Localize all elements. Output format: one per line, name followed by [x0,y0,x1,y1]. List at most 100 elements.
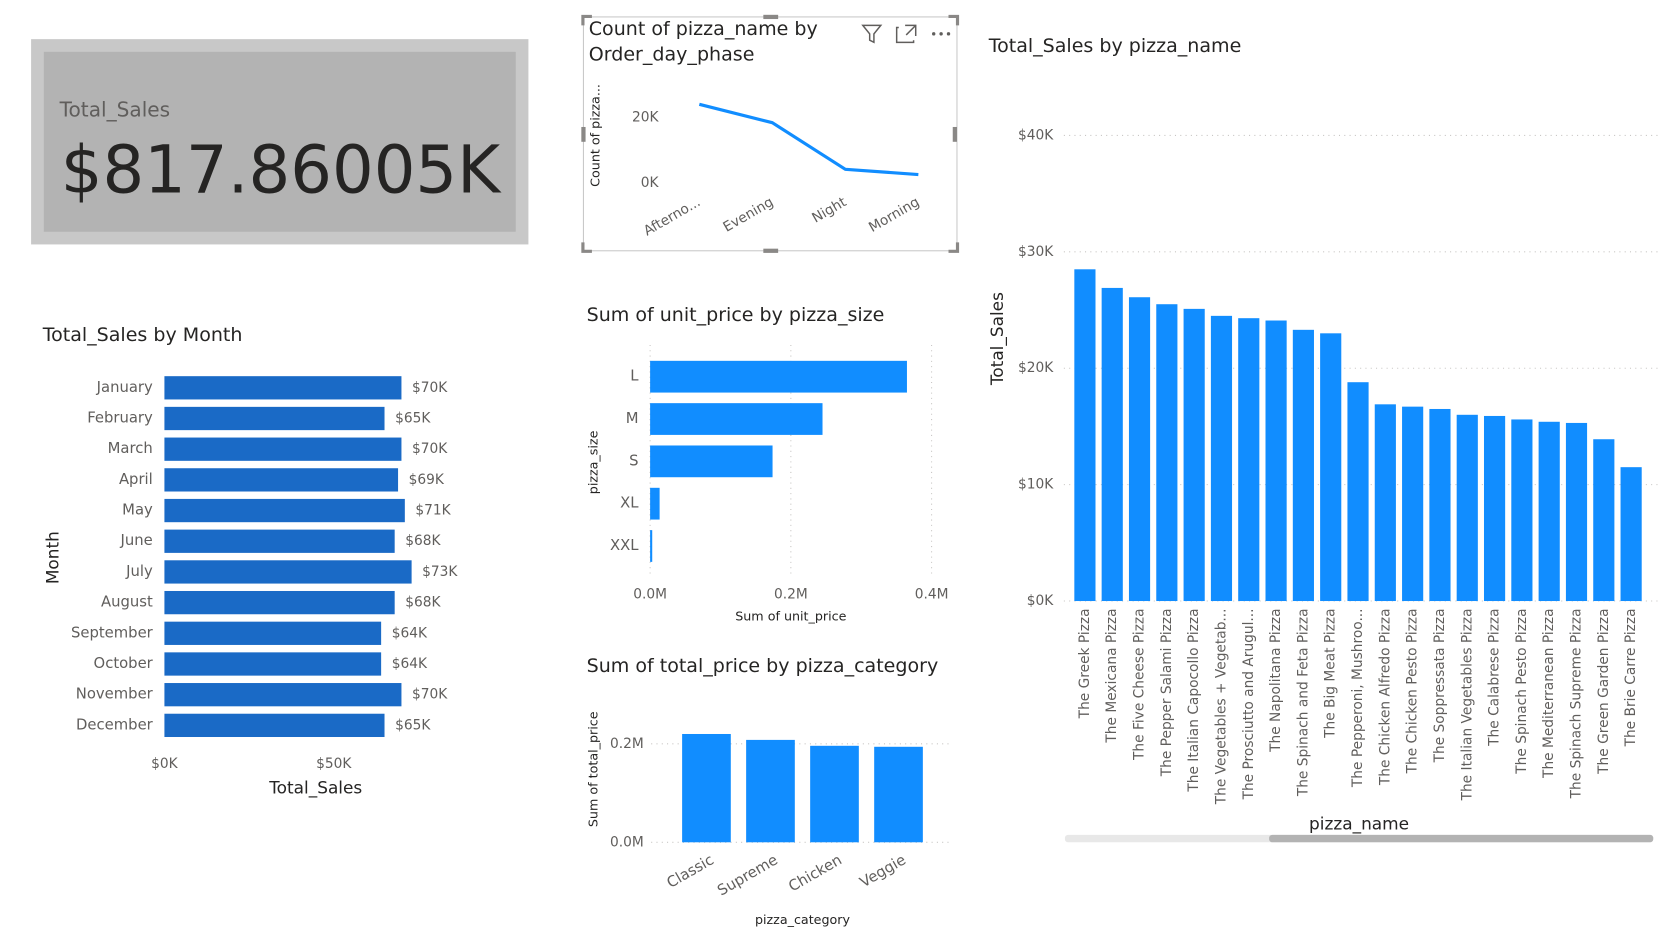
bar [1402,406,1424,602]
bar [1156,304,1178,602]
bar [1347,382,1369,602]
scrollbar-thumb[interactable] [1269,834,1654,843]
bar [650,445,773,478]
y-tick-label: July [125,563,153,580]
bar [1128,297,1151,602]
bar [164,590,395,615]
y-tick-label: $40K [1018,127,1054,143]
more-icon[interactable] [932,32,951,36]
x-tick-label: The Five Cheese Pizza [1132,608,1148,761]
y-tick-label: L [630,368,639,385]
bar [164,437,402,461]
y-tick-label: January [96,379,153,396]
bar [164,652,382,676]
x-tick-label: Night [809,194,850,227]
bar [1320,333,1342,602]
x-tick-label: 0.4M [915,587,949,603]
bar [1183,308,1205,602]
x-tick-label: The Big Meat Pizza [1323,608,1339,738]
bar [874,746,923,843]
y-tick-label: September [71,624,154,641]
x-tick-label: The Pepper Salami Pizza [1159,608,1175,777]
x-axis-label: Total_Sales [268,777,362,798]
y-tick-label: February [87,409,153,426]
x-tick-label: The Chicken Pesto Pizza [1405,608,1421,774]
y-tick-label: XL [620,495,639,512]
y-tick-label: $20K [1018,360,1054,376]
y-axis-label: Total_Sales [987,292,1008,386]
bar [1210,315,1233,602]
bar [1620,467,1642,602]
y-tick-label: August [101,594,153,611]
x-tick-label: Classic [664,851,717,891]
x-tick-label: 0.0M [633,587,667,603]
y-tick-label: $0K [1027,593,1054,609]
bar [164,498,405,523]
x-tick-label: The Italian Capocollo Pizza [1186,608,1202,792]
bar [1101,287,1123,602]
bar [1429,408,1451,602]
data-label: $71K [415,503,451,519]
y-tick-label: XXL [610,537,639,554]
bar [164,376,402,400]
x-tick-label: Morning [866,194,922,236]
y-tick-label: March [108,440,153,457]
card-value: $817.86005K [61,133,502,209]
card-label: Total_Sales [59,98,170,122]
resize-handles [581,14,960,253]
bar [164,529,395,553]
visual-header-icons[interactable] [861,24,951,44]
y-axis-label: Month [42,531,62,584]
x-axis-label: Sum of unit_price [735,608,846,623]
x-tick-label: The Brie Carre Pizza [1623,608,1639,747]
bar [650,530,653,562]
bar [1538,421,1560,602]
bar [164,468,399,492]
data-label: $69K [409,472,445,488]
focus-icon[interactable] [895,24,917,44]
bar [164,621,382,645]
x-tick-label: $0K [151,756,178,772]
y-tick-label: 0.0M [610,834,644,850]
data-label: $70K [412,380,448,396]
x-tick-label: The Soppressata Pizza [1432,608,1448,763]
y-tick-label: October [94,655,154,672]
bar [1565,422,1588,602]
x-tick-label: The Spinach Supreme Pizza [1569,608,1585,799]
data-label: $65K [395,717,431,733]
x-tick-label: The Pepperoni, Mushroo... [1350,608,1366,788]
x-tick-label: Veggie [857,851,909,891]
x-tick-label: The Calabrese Pizza [1487,608,1503,746]
x-tick-label: The Napolitana Pizza [1268,608,1284,752]
bar [650,403,823,435]
y-axis-label: Sum of total_price [586,711,601,827]
bar [164,713,385,738]
x-tick-label: Evening [720,194,776,235]
x-tick-label: The Italian Vegetables Pizza [1459,608,1475,801]
y-tick-label: S [629,452,638,469]
y-tick-label: $10K [1018,477,1054,493]
y-tick-label: 0.2M [610,736,644,752]
x-tick-label: Supreme [715,851,781,899]
data-label: $70K [412,687,448,703]
filter-icon[interactable] [861,24,883,44]
x-tick-label: $50K [316,756,352,772]
y-tick-label: 0K [641,175,660,191]
x-tick-label: The Chicken Alfredo Pizza [1377,608,1393,786]
bar [810,745,859,843]
chart-title: Sum of unit_price by pizza_size [587,304,885,326]
x-tick-label: The Greek Pizza [1077,608,1093,719]
data-label: $64K [392,625,428,641]
y-tick-label: 20K [632,109,659,125]
bar [1511,419,1533,602]
card-body [43,51,516,232]
data-label: $68K [405,533,441,549]
chart-title: Sum of total_price by pizza_category [587,655,939,677]
x-tick-label: Afterno... [641,194,703,239]
data-label: $70K [412,441,448,457]
data-label: $64K [392,656,428,672]
chart-title: Total_Sales by pizza_name [988,35,1242,57]
bar [1265,320,1287,602]
